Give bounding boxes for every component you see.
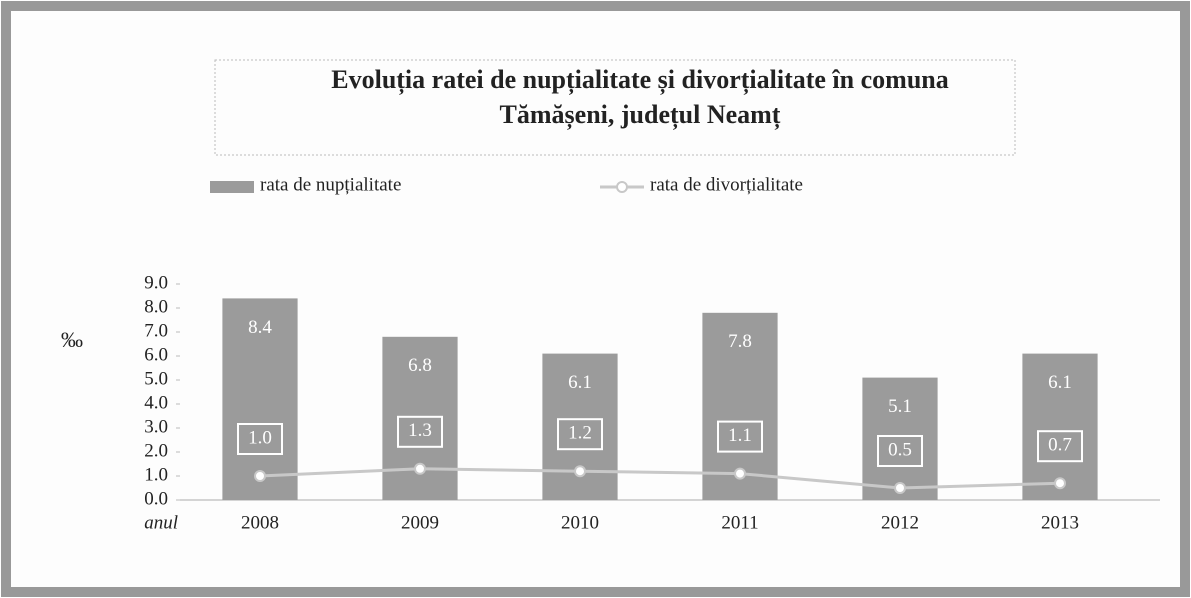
- line-value-label: 1.2: [568, 423, 592, 444]
- line-marker: [734, 467, 746, 480]
- line-marker: [1054, 477, 1066, 490]
- chart-title: Tămășeni, județul Neamț: [500, 100, 781, 130]
- bar: [222, 298, 298, 500]
- y-tick-label: 4.0: [144, 392, 168, 413]
- y-tick-label: 3.0: [144, 416, 168, 437]
- line-marker: [894, 482, 906, 494]
- line-marker: [414, 462, 426, 475]
- y-tick-label: 6.0: [144, 344, 168, 365]
- x-tick-label: 2009: [401, 512, 439, 533]
- legend-label: rata de nupțialitate: [260, 174, 401, 195]
- label-box: [557, 418, 603, 451]
- line-value-label: 0.7: [1048, 435, 1072, 456]
- bar-value-label: 6.1: [568, 372, 592, 393]
- bar-value-label: 5.1: [888, 396, 912, 417]
- x-tick-label: 2008: [241, 512, 279, 533]
- y-tick-label: 7.0: [144, 320, 168, 341]
- x-axis-label: anul: [144, 512, 178, 533]
- chart-title: Evoluția ratei de nupțialitate și divorț…: [331, 65, 949, 95]
- y-axis-label: ‰: [61, 327, 83, 352]
- x-tick-label: 2010: [561, 512, 599, 533]
- title-box: [214, 59, 1016, 156]
- y-tick-label: 0.0: [144, 488, 168, 509]
- bar-value-label: 6.8: [408, 355, 432, 376]
- line-marker: [254, 470, 266, 482]
- label-box: [397, 415, 443, 448]
- bar: [1022, 353, 1098, 500]
- y-tick-label: 2.0: [144, 440, 168, 461]
- bar: [862, 377, 938, 500]
- bar-value-label: 6.1: [1048, 372, 1072, 393]
- y-tick-label: 8.0: [144, 296, 168, 317]
- bar-value-label: 8.4: [248, 317, 272, 338]
- label-box: [877, 435, 923, 467]
- label-box: [717, 420, 763, 453]
- line-value-label: 1.1: [728, 425, 752, 446]
- label-box: [1037, 430, 1083, 463]
- x-tick-label: 2013: [1041, 512, 1079, 533]
- legend-label: rata de divorțialitate: [650, 174, 803, 195]
- legend-marker: [616, 181, 628, 193]
- y-tick-label: 5.0: [144, 368, 168, 389]
- line-value-label: 1.3: [408, 420, 432, 441]
- y-tick-label: 9.0: [144, 272, 168, 293]
- legend-swatch: [210, 181, 254, 193]
- line-marker: [574, 465, 586, 478]
- line-value-label: 0.5: [888, 439, 912, 460]
- line-value-label: 1.0: [248, 427, 272, 448]
- label-box: [237, 423, 283, 455]
- x-tick-label: 2011: [721, 512, 758, 533]
- y-tick-label: 1.0: [144, 464, 168, 485]
- x-tick-label: 2012: [881, 512, 919, 533]
- line: [259, 467, 1061, 490]
- bar-value-label: 7.8: [728, 331, 752, 352]
